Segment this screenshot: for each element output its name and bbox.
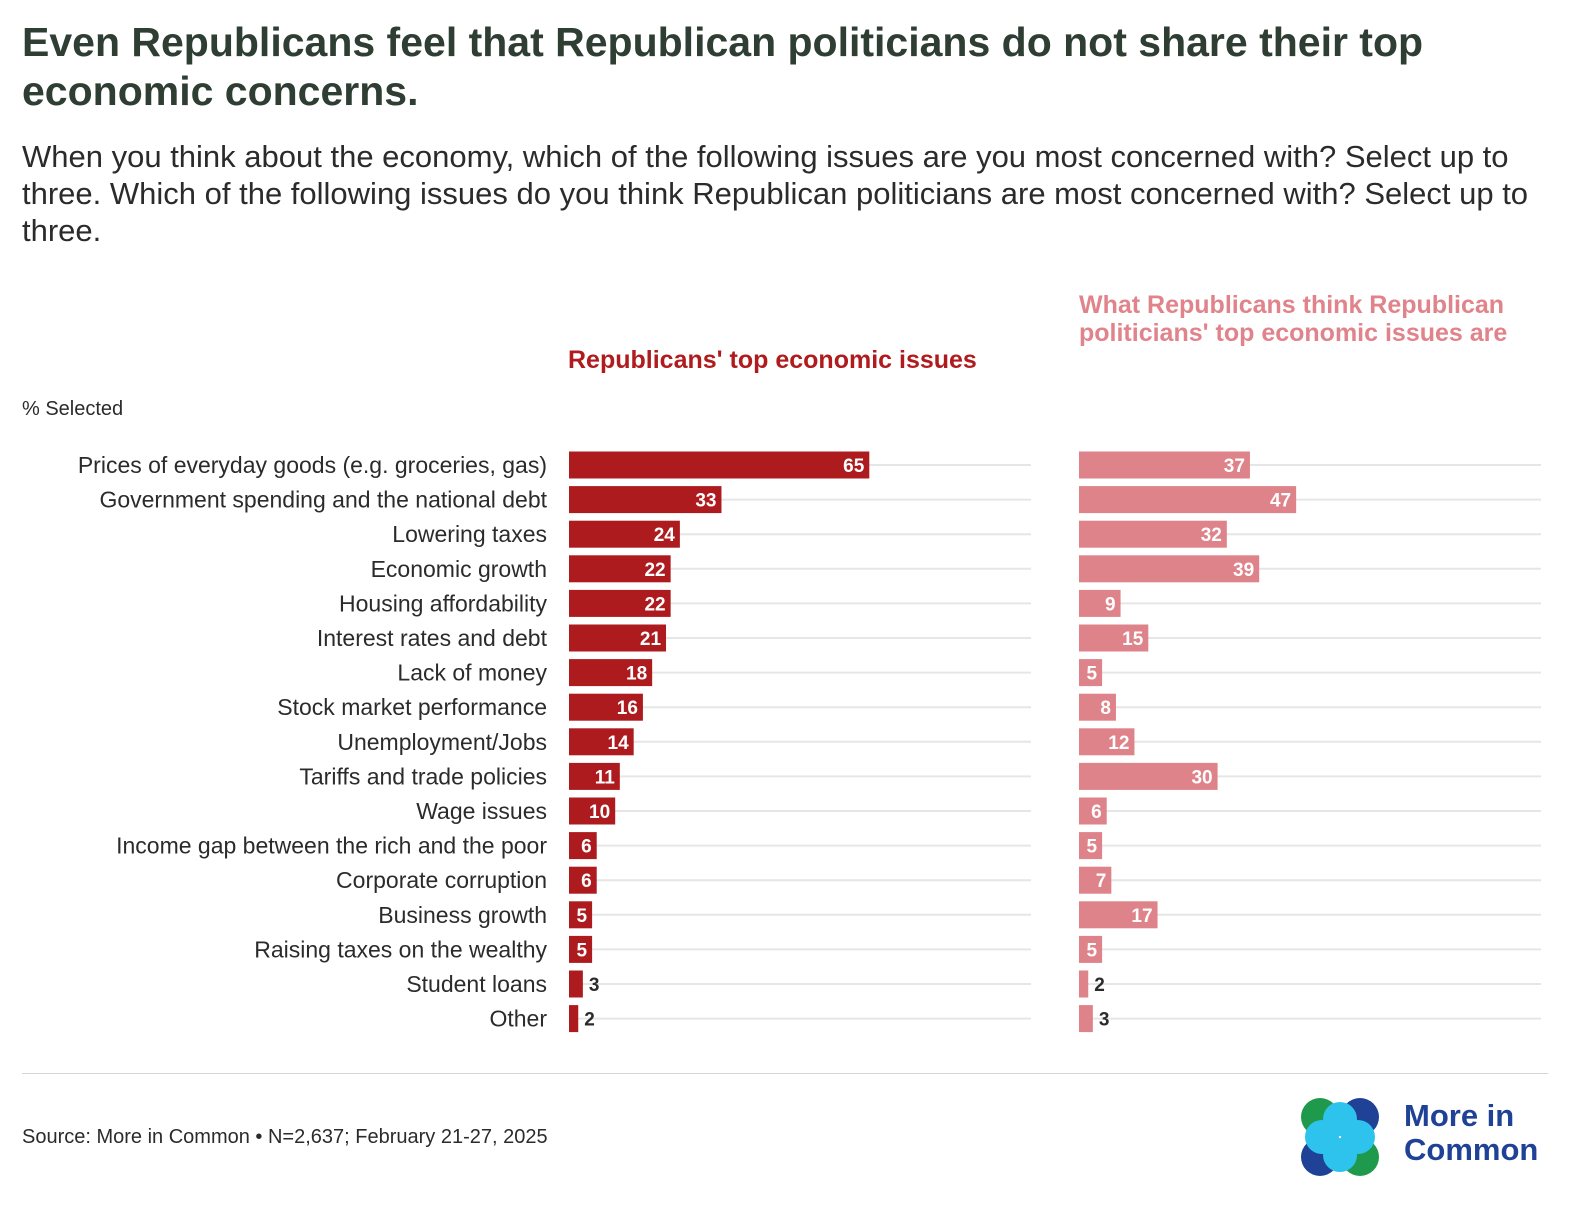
value-label-right: 5 <box>1087 664 1098 685</box>
value-label-right: 6 <box>1091 802 1102 823</box>
bar-right <box>1079 555 1260 583</box>
logo-mark-icon <box>1301 1098 1379 1176</box>
bar-right <box>1079 797 1107 825</box>
logo-wordmark: More in Common <box>1404 1099 1538 1167</box>
bar-right <box>1079 486 1297 514</box>
category-label: Government spending and the national deb… <box>99 487 547 513</box>
value-label-left: 21 <box>640 629 662 650</box>
bar-right <box>1079 935 1103 963</box>
bar-right <box>1079 451 1250 479</box>
value-label-right: 47 <box>1270 491 1291 512</box>
value-label-right: 17 <box>1131 906 1152 927</box>
category-label: Corporate corruption <box>336 867 547 893</box>
bar-left <box>569 1005 579 1033</box>
value-label-right: 30 <box>1191 767 1212 788</box>
value-label-right: 7 <box>1096 871 1107 892</box>
bar-right <box>1079 659 1103 687</box>
value-label-right: 37 <box>1224 456 1245 477</box>
value-label-right: 39 <box>1233 560 1254 581</box>
value-label-left: 14 <box>608 733 630 754</box>
bar-left <box>569 624 667 652</box>
category-label: Unemployment/Jobs <box>337 729 547 755</box>
bar-left <box>569 486 722 514</box>
bar-right <box>1079 728 1135 756</box>
value-label-left: 6 <box>581 837 592 858</box>
logo-line-1: More in <box>1404 1098 1515 1133</box>
value-label-left: 18 <box>626 664 647 685</box>
bar-left <box>569 832 597 860</box>
value-label-left: 22 <box>644 594 665 615</box>
value-label-left: 2 <box>584 1010 595 1031</box>
bar-left <box>569 659 653 687</box>
category-label: Other <box>489 1006 547 1032</box>
bar-left <box>569 935 593 963</box>
value-label-left: 5 <box>577 906 588 927</box>
value-label-right: 5 <box>1087 837 1098 858</box>
category-label: Student loans <box>406 971 547 997</box>
bar-chart: Prices of everyday goods (e.g. groceries… <box>78 451 1541 1033</box>
category-label: Wage issues <box>416 798 547 824</box>
value-label-left: 3 <box>589 975 600 996</box>
bar-right <box>1079 970 1089 998</box>
value-label-right: 9 <box>1105 594 1116 615</box>
bar-left <box>569 589 671 617</box>
value-label-right: 15 <box>1122 629 1144 650</box>
bar-right <box>1079 693 1116 721</box>
category-label: Prices of everyday goods (e.g. groceries… <box>78 452 547 478</box>
unit-label: % Selected <box>22 398 124 420</box>
bar-left <box>569 451 870 479</box>
bar-right <box>1079 866 1112 894</box>
bar-left <box>569 970 583 998</box>
value-label-right: 5 <box>1087 940 1098 961</box>
value-label-left: 11 <box>595 767 616 788</box>
bar-right <box>1079 589 1121 617</box>
category-label: Lowering taxes <box>392 521 547 547</box>
value-label-left: 24 <box>654 525 676 546</box>
category-label: Housing affordability <box>339 590 547 616</box>
bar-right <box>1079 520 1227 548</box>
bar-right <box>1079 832 1103 860</box>
more-in-common-logo: More in Common <box>1300 1097 1550 1177</box>
category-label: Lack of money <box>397 660 547 686</box>
bar-left <box>569 728 634 756</box>
bar-left <box>569 762 620 790</box>
bar-right <box>1079 624 1149 652</box>
value-label-right: 3 <box>1099 1010 1110 1031</box>
chart-subtitle: When you think about the economy, which … <box>22 139 1529 248</box>
bar-right <box>1079 901 1158 929</box>
category-label: Raising taxes on the wealthy <box>254 936 547 962</box>
bar-right <box>1079 762 1218 790</box>
left-panel-title: Republicans' top economic issues <box>568 346 977 374</box>
category-label: Tariffs and trade policies <box>299 763 547 789</box>
value-label-left: 10 <box>589 802 610 823</box>
bar-left <box>569 555 671 583</box>
category-label: Income gap between the rich and the poor <box>116 833 547 859</box>
category-label: Stock market performance <box>277 694 547 720</box>
value-label-right: 8 <box>1100 698 1111 719</box>
source-note: Source: More in Common • N=2,637; Februa… <box>22 1126 548 1148</box>
bar-left <box>569 520 680 548</box>
chart-title: Even Republicans feel that Republican po… <box>22 19 1424 114</box>
value-label-left: 5 <box>577 940 588 961</box>
category-label: Interest rates and debt <box>317 625 548 651</box>
bar-left <box>569 866 597 894</box>
footer-divider <box>22 1073 1548 1074</box>
value-label-left: 22 <box>644 560 665 581</box>
value-label-right: 32 <box>1201 525 1222 546</box>
right-panel-title: What Republicans think Republican politi… <box>1079 291 1508 347</box>
bar-left <box>569 693 643 721</box>
logo-line-2: Common <box>1404 1132 1539 1167</box>
category-label: Economic growth <box>371 556 547 582</box>
value-label-left: 16 <box>617 698 638 719</box>
bar-left <box>569 797 616 825</box>
value-label-right: 12 <box>1108 733 1129 754</box>
value-label-left: 65 <box>843 456 865 477</box>
value-label-right: 2 <box>1094 975 1105 996</box>
value-label-left: 6 <box>581 871 592 892</box>
bar-right <box>1079 1005 1093 1033</box>
bar-left <box>569 901 593 929</box>
value-label-left: 33 <box>695 491 716 512</box>
category-label: Business growth <box>378 902 547 928</box>
